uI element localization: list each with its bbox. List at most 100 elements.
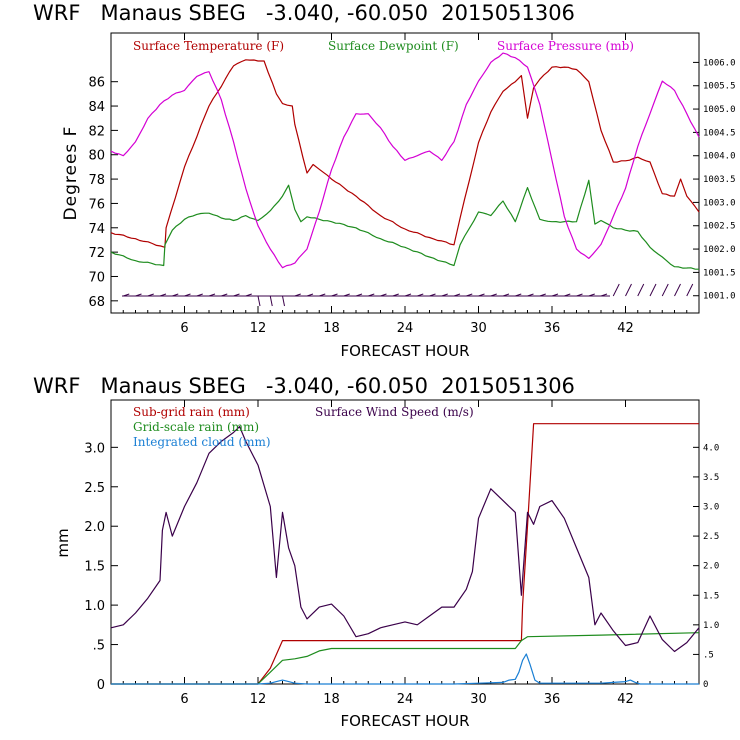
wind-barb	[123, 293, 130, 297]
wind-barb	[527, 293, 534, 297]
bottom-panel-title: WRF Manaus SBEG -3.040, -60.050 20150513…	[33, 374, 575, 398]
top-x-tick-label: 12	[250, 321, 267, 336]
bottom-y2-tick-label: 0	[703, 680, 708, 690]
bottom-axes: 6 12 18 24 30 36 42 0 .5 1.0 1.5 2.0 2.5 3.0 0 .5 1.0 1.5…	[84, 400, 719, 707]
top-series-lines	[110, 52, 700, 270]
series-sub-grid-rain	[111, 423, 699, 685]
top-y-tick-label: 74	[88, 222, 105, 237]
wind-barb	[502, 293, 510, 297]
wind-barb	[564, 293, 571, 297]
series-integrated-cloud	[111, 653, 699, 685]
bottom-x-axis-label: FORECAST HOUR	[340, 712, 469, 730]
series-surface-temperature	[110, 59, 700, 248]
wind-barb	[612, 283, 620, 297]
wind-barb	[625, 283, 632, 297]
temperature-panel: WRF Manaus SBEG -3.040, -60.050 20150513…	[33, 1, 736, 360]
bottom-x-tick-label: 36	[544, 692, 561, 707]
wind-barb	[404, 293, 412, 297]
top-x-tick-label: 30	[470, 321, 487, 336]
wind-barb	[245, 293, 252, 297]
top-y2-tick-label: 1001.0	[703, 292, 736, 302]
wind-barb	[478, 293, 485, 297]
bottom-y-tick-label: 1.5	[84, 560, 105, 575]
wind-barb	[637, 283, 645, 297]
bottom-y-tick-label: 0	[97, 678, 105, 693]
legend-temperature: Surface Temperature (F)	[133, 39, 284, 53]
wind-barb	[649, 283, 657, 297]
wind-barb	[147, 293, 154, 297]
bottom-y2-tick-label: 4.0	[703, 443, 719, 453]
wind-barb	[515, 293, 522, 297]
top-y-tick-label: 78	[88, 173, 105, 188]
top-x-tick-label: 18	[323, 321, 340, 336]
legend-dewpoint: Surface Dewpoint (F)	[328, 39, 459, 53]
wind-barb	[368, 293, 375, 297]
legend-gridscale-rain: Grid-scale rain (mm)	[133, 420, 259, 434]
top-axes: 6 12 18 24 30 36 42 68 70 72 74 76 78 80 82 84 86 1001.0 1…	[88, 33, 736, 336]
bottom-y2-tick-label: 2.0	[703, 562, 719, 572]
legend-integrated-cloud: Integrated cloud (mm)	[133, 435, 271, 449]
top-y2-tick-label: 1004.5	[703, 128, 736, 138]
wind-barb	[429, 293, 436, 297]
precipitation-panel: WRF Manaus SBEG -3.040, -60.050 20150513…	[33, 374, 719, 730]
wind-barb	[686, 283, 694, 297]
bottom-series-lines	[110, 423, 700, 685]
wind-barb	[453, 293, 461, 297]
wind-barb	[466, 293, 473, 297]
wind-barb	[159, 293, 167, 297]
bottom-x-tick-label: 42	[617, 692, 634, 707]
series-surface-dewpoint	[110, 179, 700, 270]
top-y-tick-label: 84	[88, 100, 105, 115]
bottom-x-tick-label: 12	[250, 692, 267, 707]
wind-barb	[257, 295, 261, 307]
top-y-tick-label: 76	[88, 197, 105, 212]
bottom-y-axis-label: mm	[54, 528, 72, 557]
bottom-y2-tick-label: 2.5	[703, 532, 719, 542]
wind-barb	[135, 293, 142, 297]
wind-barb	[551, 293, 559, 297]
top-y-tick-label: 86	[88, 76, 105, 91]
top-x-axis-label: FORECAST HOUR	[340, 342, 469, 360]
legend-subgrid-rain: Sub-grid rain (mm)	[133, 405, 250, 419]
wind-barb	[661, 283, 669, 297]
series-grid-scale-rain	[111, 632, 700, 685]
wind-barb	[490, 293, 497, 297]
bottom-y-tick-label: .5	[93, 639, 105, 654]
bottom-y2-tick-label: .5	[703, 650, 714, 660]
top-y2-tick-label: 1004.0	[703, 152, 736, 162]
wind-barb	[588, 293, 595, 297]
bottom-y2-tick-label: 1.0	[703, 621, 719, 631]
wind-barb	[196, 293, 203, 297]
bottom-y-tick-label: 1.0	[84, 599, 105, 614]
top-panel-title: WRF Manaus SBEG -3.040, -60.050 20150513…	[33, 1, 575, 25]
top-legend: Surface Temperature (F) Surface Dewpoint…	[133, 39, 634, 53]
wind-barb	[184, 293, 191, 297]
bottom-legend: Sub-grid rain (mm) Grid-scale rain (mm) …	[133, 405, 474, 449]
wind-barb	[343, 293, 350, 297]
wind-barb	[269, 295, 273, 307]
wind-barb	[208, 293, 216, 297]
legend-pressure: Surface Pressure (mb)	[497, 39, 634, 53]
series-surface-wind-speed	[110, 426, 700, 653]
wind-barb	[172, 293, 179, 297]
top-y2-tick-label: 1006.0	[703, 58, 736, 68]
bottom-y2-tick-label: 3.5	[703, 473, 719, 483]
top-y-tick-label: 70	[88, 270, 105, 285]
top-y-tick-label: 72	[88, 246, 105, 261]
wind-barb	[331, 293, 338, 297]
wind-barb	[600, 293, 608, 297]
legend-wind-speed: Surface Wind Speed (m/s)	[315, 405, 474, 419]
bottom-x-tick-label: 18	[323, 692, 340, 707]
bottom-y-tick-label: 2.0	[84, 520, 105, 535]
wind-barb	[319, 293, 326, 297]
top-y2-tick-label: 1002.0	[703, 245, 736, 255]
bottom-x-tick-label: 6	[180, 692, 188, 707]
wind-barb	[539, 293, 546, 297]
wind-barb	[674, 283, 681, 297]
series-surface-pressure	[110, 52, 700, 269]
wind-barb	[282, 295, 285, 307]
top-y2-tick-label: 1002.5	[703, 222, 736, 232]
top-y-tick-label: 82	[88, 124, 105, 139]
wind-barb	[392, 293, 399, 297]
